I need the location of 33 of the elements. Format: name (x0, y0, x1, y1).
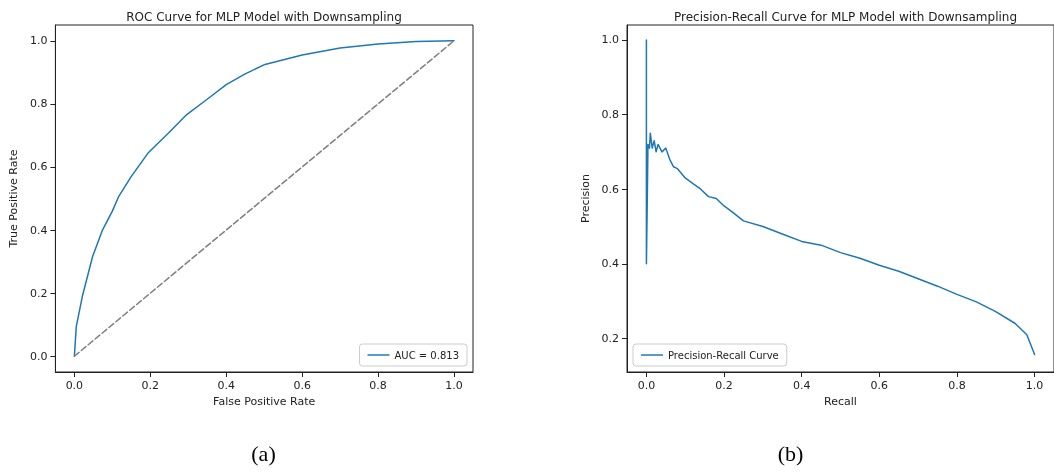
y-tick-label: 0.2 (601, 331, 619, 345)
y-tick-label: 0.2 (29, 286, 48, 300)
y-tick-label: 1.0 (29, 34, 48, 48)
y-tick-label: 0.8 (29, 97, 48, 111)
x-tick-label: 0.4 (792, 379, 811, 392)
x-tick-label: 0.0 (65, 379, 84, 392)
x-axis-title: False Positive Rate (213, 394, 316, 408)
x-tick-label: 0.6 (870, 379, 889, 392)
y-tick-label: 0.8 (601, 108, 619, 122)
text: (b) (777, 440, 804, 466)
x-tick-label: 1.0 (1025, 379, 1044, 392)
y-axis-title: Precision (578, 173, 592, 224)
x-tick-label: 0.8 (369, 379, 387, 392)
y-axis-title: True Positive Rate (7, 149, 20, 249)
x-tick-label: 1.0 (445, 379, 463, 392)
chart-title: ROC Curve for MLP Model with Downsampling (126, 10, 402, 24)
x-tick-label: 0.4 (217, 379, 235, 392)
text: (a) (251, 440, 276, 466)
y-tick-label: 0.4 (601, 257, 619, 271)
x-axis-title: Recall (824, 394, 857, 408)
x-tick-label: 0.6 (293, 379, 311, 392)
legend-label: Precision-Recall Curve (668, 349, 779, 361)
y-tick-label: 0.6 (601, 182, 619, 196)
x-tick-label: 0.2 (141, 379, 160, 392)
y-tick-label: 0.6 (29, 160, 48, 174)
x-tick-label: 0.2 (715, 379, 733, 392)
x-tick-label: 0.0 (637, 379, 656, 392)
chart-title: Precision-Recall Curve for MLP Model with Downsampling (673, 10, 1018, 24)
y-tick-label: 0.4 (29, 223, 48, 237)
legend-label: AUC = 0.813 (394, 349, 460, 361)
x-tick-label: 0.8 (948, 379, 966, 392)
y-tick-label: 0.0 (29, 349, 48, 363)
y-tick-label: 1.0 (601, 33, 619, 47)
